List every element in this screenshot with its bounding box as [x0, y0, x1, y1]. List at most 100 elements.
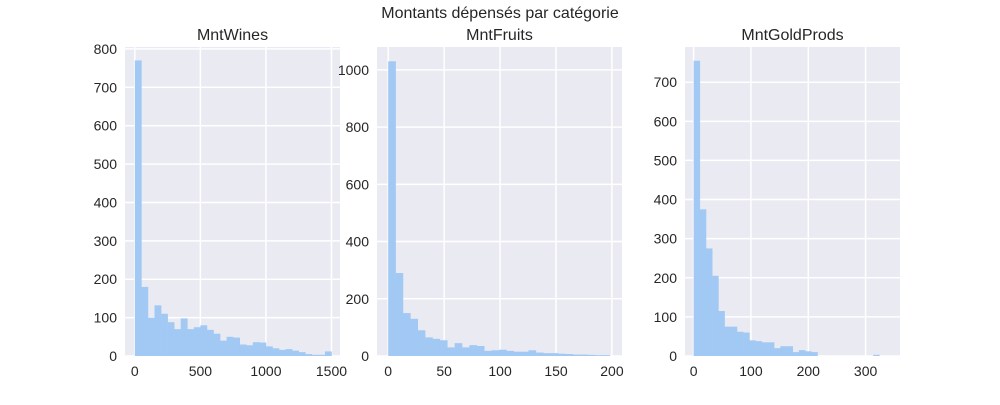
- mntwines-bar: [147, 317, 155, 356]
- mntwines-y-tick-label: 500: [94, 156, 118, 172]
- mntwines-title: MntWines: [197, 27, 268, 44]
- mntfruits-bar: [484, 350, 492, 356]
- mntwines-bar: [193, 327, 201, 356]
- mntfruits-bar: [432, 338, 441, 356]
- mntwines-bar: [292, 350, 300, 356]
- mntfruits-bar: [402, 313, 411, 356]
- mntfruits-y-tick-label: 200: [346, 291, 370, 307]
- mntwines-x-tick-label: 1500: [316, 363, 347, 379]
- mntwines-bar: [318, 354, 326, 356]
- mntfruits-bar: [462, 347, 470, 356]
- mntgoldprods-bar: [798, 350, 806, 356]
- mntfruits-x-tick-label: 150: [544, 363, 568, 379]
- mntgoldprods-y-tick-label: 100: [654, 309, 678, 325]
- mntwines-bar: [134, 60, 142, 356]
- mntwines-bar: [324, 351, 332, 356]
- mntfruits-bar: [513, 351, 522, 356]
- mntwines-bar: [233, 337, 241, 356]
- mntwines-bar: [259, 342, 267, 356]
- mntgoldprods-bar: [730, 326, 738, 356]
- mntgoldprods-bar: [749, 340, 756, 356]
- mntfruits-x-tick-label: 50: [436, 363, 452, 379]
- mntfruits-bar: [528, 350, 537, 356]
- mntfruits-y-tick-label: 600: [346, 176, 370, 192]
- mntgoldprods-bar: [736, 331, 744, 356]
- mntfruits-bar: [594, 355, 603, 356]
- mntfruits-bar: [395, 273, 404, 356]
- mntwines-y-tick-label: 200: [94, 271, 118, 287]
- mntwines-bar: [239, 344, 247, 356]
- mntwines-bar: [279, 349, 286, 356]
- mntwines-bar: [252, 342, 260, 356]
- mntgoldprods-y-tick-label: 200: [654, 270, 678, 286]
- mntgoldprods-bar: [761, 342, 769, 356]
- mntfruits-bar: [425, 337, 433, 356]
- mntwines-x-tick-label: 500: [189, 363, 213, 379]
- mntwines-bar: [154, 305, 162, 356]
- mntwines-y-tick-label: 0: [109, 348, 117, 364]
- mntfruits-bar: [388, 61, 396, 357]
- mntgoldprods-bar: [780, 346, 787, 356]
- mntwines-bar: [226, 336, 234, 356]
- mntfruits-bar: [447, 347, 455, 356]
- mntfruits-x-tick-label: 200: [600, 363, 624, 379]
- mntgoldprods-y-tick-label: 400: [654, 192, 678, 208]
- mntwines-bar: [285, 349, 293, 356]
- mntfruits-chart: 0 200 400 600 800 1000 0 50 100 150 200 MntFruits: [338, 27, 624, 379]
- mntwines-x-tick-label: 0: [131, 363, 139, 379]
- mntgoldprods-y-tick-label: 500: [654, 152, 678, 168]
- mntgoldprods-bar: [774, 348, 781, 356]
- mntgoldprods-bar: [873, 354, 880, 356]
- mntfruits-x-tick-label: 100: [488, 363, 512, 379]
- figure-title: Montants dépensés par catégorie: [381, 5, 619, 22]
- mntfruits-bar: [543, 353, 551, 356]
- mntfruits-bar: [491, 350, 500, 356]
- mntgoldprods-y-tick-label: 700: [654, 74, 678, 90]
- mntwines-y-tick-label: 600: [94, 118, 118, 134]
- mntfruits-y-tick-label: 400: [346, 234, 370, 250]
- mntfruits-bar: [535, 352, 544, 356]
- mntgoldprods-x-tick-label: 0: [690, 363, 698, 379]
- mntfruits-bar: [587, 354, 596, 356]
- mntwines-y-tick-label: 700: [94, 79, 118, 95]
- mntgoldprods-x-tick-label: 200: [797, 363, 821, 379]
- mntgoldprods-bar: [693, 60, 701, 356]
- mntgoldprods-bar: [743, 332, 750, 356]
- mntgoldprods-y-tick-label: 0: [669, 348, 677, 364]
- mntgoldprods-y-tick-label: 300: [654, 231, 678, 247]
- mntwines-y-tick-label: 400: [94, 194, 118, 210]
- mntgoldprods-bar: [705, 248, 713, 356]
- mntwines-chart: 0 100 200 300 400 500 600 700 800 0 500 1000 1500 Mnt…: [94, 27, 348, 379]
- mntfruits-bar: [521, 351, 529, 356]
- mntgoldprods-bar: [767, 342, 775, 356]
- mntgoldprods-bar: [712, 275, 719, 356]
- mntgoldprods-y-tick-label: 600: [654, 113, 678, 129]
- mntfruits-y-tick-label: 1000: [338, 62, 369, 78]
- mntgoldprods-bar: [786, 346, 793, 356]
- mntfruits-bar: [565, 353, 574, 356]
- mntfruits-bar: [498, 349, 507, 356]
- mntwines-bar: [311, 354, 319, 356]
- mntfruits-title: MntFruits: [466, 27, 533, 44]
- mntwines-bar: [180, 318, 188, 356]
- mntwines-bar: [187, 329, 195, 356]
- mntfruits-bar: [572, 354, 581, 356]
- mntfruits-bar: [602, 355, 610, 356]
- mntwines-bar: [167, 322, 175, 356]
- mntgoldprods-bar: [755, 341, 763, 356]
- mntgoldprods-plot-background: [685, 47, 900, 356]
- mntfruits-y-tick-label: 0: [361, 348, 369, 364]
- mntwines-bar: [213, 333, 221, 356]
- mntwines-bar: [206, 329, 214, 356]
- mntwines-bar: [272, 348, 280, 356]
- mntfruits-bar: [469, 345, 478, 356]
- mntgoldprods-bar: [792, 352, 800, 356]
- mntgoldprods-chart: 0 100 200 300 400 500 600 700 0 100 200 300 MntGoldP…: [654, 27, 900, 379]
- mntfruits-bar: [454, 343, 463, 356]
- mntwines-plot-background: [125, 47, 340, 356]
- mntwines-bar: [305, 354, 313, 356]
- mntgoldprods-bar: [811, 352, 818, 356]
- mntfruits-bar: [439, 340, 448, 356]
- mntwines-bar: [200, 325, 208, 356]
- mntwines-y-tick-label: 800: [94, 41, 118, 57]
